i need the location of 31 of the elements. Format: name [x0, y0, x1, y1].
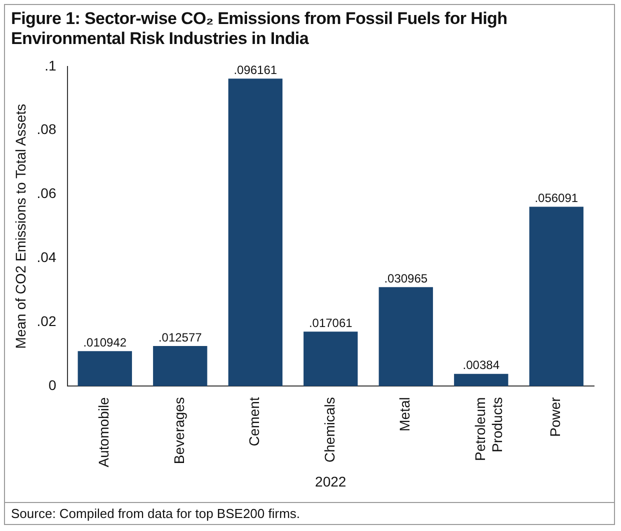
bar: [529, 206, 584, 386]
bar: [304, 332, 358, 386]
data-label: .00384: [462, 358, 500, 372]
data-label: .012577: [158, 330, 202, 344]
data-label: .056091: [534, 191, 578, 206]
bar: [378, 287, 433, 386]
bar: [153, 346, 208, 386]
y-tick-label: .1: [44, 57, 56, 74]
y-tick-label: .02: [36, 313, 56, 330]
data-label: .017061: [308, 316, 353, 330]
x-tick-label: Power: [547, 396, 564, 437]
y-tick-label: .08: [36, 121, 56, 138]
bar: [228, 78, 282, 386]
source-note: Source: Compiled from data for top BSE200 firms.: [5, 502, 614, 524]
bar: [78, 351, 132, 386]
x-tick-label: Beverages: [170, 397, 187, 464]
data-label: .096161: [234, 62, 278, 77]
x-tick-label: Chemicals: [321, 397, 338, 463]
x-tick-label: Cement: [246, 397, 262, 446]
y-tick-label: .06: [36, 185, 56, 202]
y-tick-label: .04: [36, 249, 56, 266]
x-tick-label: Metal: [396, 397, 413, 432]
data-label: .030965: [384, 271, 428, 286]
chart-title: Figure 1: Sector-wise CO₂ Emissions from Fossil Fuels for High Environmental Risk Industries in India: [10, 8, 508, 49]
data-label: .010942: [83, 335, 127, 350]
bar: [454, 374, 508, 386]
y-tick-label: 0: [48, 377, 56, 394]
y-axis-title: Mean of CO2 Emissions to Total Assets: [12, 104, 28, 349]
x-tick-label: Petroleum Products: [472, 397, 505, 461]
x-axis-title: 2022: [315, 473, 346, 490]
x-tick-label: Automobile: [96, 396, 112, 468]
